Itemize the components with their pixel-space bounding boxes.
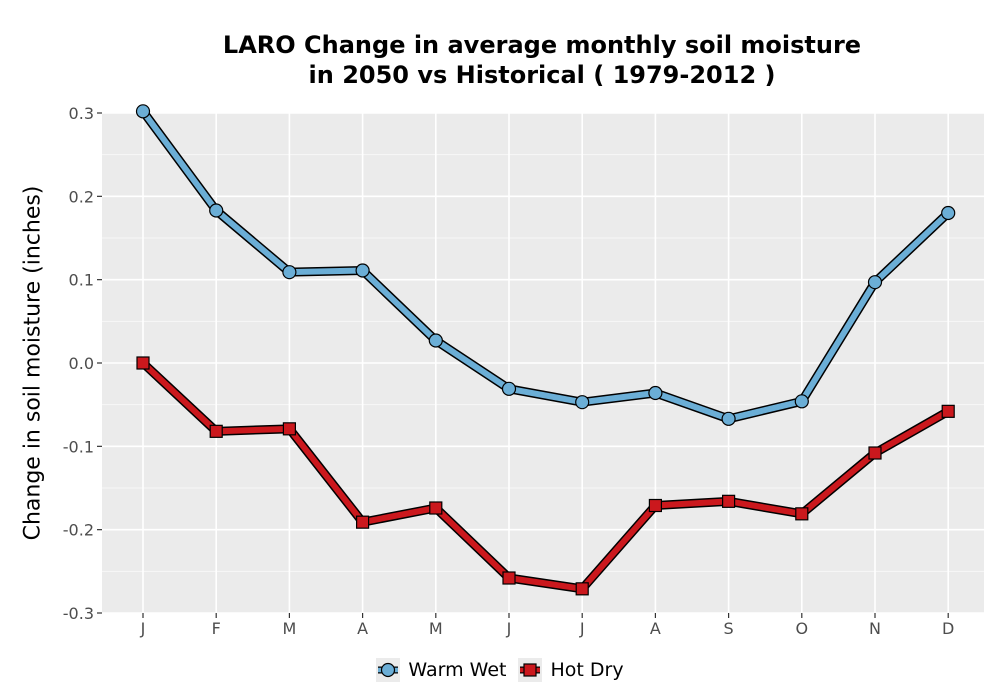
- y-tick-label: 0.3: [69, 104, 94, 123]
- x-tick-label: S: [724, 619, 734, 638]
- legend-label-hot-dry: Hot Dry: [550, 659, 624, 681]
- y-tick-label: -0.2: [63, 521, 94, 540]
- legend: Warm Wet Hot Dry: [0, 658, 1000, 682]
- x-tick-label: J: [140, 619, 146, 638]
- legend-item-warm-wet: Warm Wet: [376, 658, 506, 682]
- legend-marker: [523, 663, 538, 677]
- warm-wet-point: [721, 411, 736, 426]
- chart-title-line-1: LARO Change in average monthly soil mois…: [222, 31, 862, 59]
- hot-dry-point: [941, 404, 955, 418]
- warm-wet-point: [575, 395, 590, 410]
- chart-title: LARO Change in average monthly soil mois…: [100, 30, 984, 90]
- hot-dry-point: [575, 582, 589, 596]
- grid-major: [102, 112, 984, 614]
- x-tick-label: M: [282, 619, 296, 638]
- warm-wet-point: [648, 385, 663, 401]
- legend-swatch-hot-dry: [520, 663, 541, 677]
- x-tick-label: J: [579, 619, 585, 638]
- chart-title-line-2: in 2050 vs Historical ( 1979-2012 ): [308, 61, 776, 89]
- y-tick-label: 0.0: [69, 354, 94, 373]
- hot-dry-point: [429, 501, 443, 515]
- x-tick-label: A: [357, 619, 368, 638]
- legend-key-hot-dry: [518, 658, 543, 682]
- warm-wet-point: [282, 265, 297, 280]
- series-layer: [135, 104, 956, 596]
- warm-wet-point: [428, 333, 443, 348]
- warm-wet-point: [355, 263, 370, 278]
- hot-dry-point: [136, 356, 150, 370]
- x-tick-label: D: [942, 619, 954, 638]
- y-tick-label: 0.1: [69, 271, 94, 290]
- legend-label-warm-wet: Warm Wet: [408, 659, 507, 681]
- warm-wet-line: [140, 108, 952, 422]
- warm-wet-point: [867, 275, 883, 290]
- hot-dry-point: [721, 494, 736, 508]
- axis-layer: -0.3 -0.2 -0.1 0.0 0.1 0.2 0.3 J F M A M J J A S O N D: [63, 104, 955, 638]
- hot-dry-point: [795, 507, 809, 521]
- legend-key-warm-wet: [376, 658, 401, 682]
- hot-dry-point: [648, 498, 663, 513]
- x-tick-label: O: [796, 619, 809, 638]
- x-tick-label: F: [212, 619, 221, 638]
- hot-dry-point: [282, 422, 296, 436]
- warm-wet-point: [135, 104, 151, 119]
- x-tick-label: J: [506, 619, 512, 638]
- x-tick-label: M: [429, 619, 443, 638]
- legend-swatch-warm-wet: [378, 662, 399, 678]
- warm-wet-point: [794, 394, 809, 409]
- y-tick-label: -0.3: [63, 604, 94, 623]
- warm-wet-point: [209, 203, 224, 218]
- hot-dry-line: [140, 360, 952, 592]
- y-tick-label: -0.1: [63, 437, 94, 456]
- legend-marker: [381, 662, 396, 678]
- hot-dry-point: [868, 446, 882, 460]
- y-axis-label: Change in soil moisture (inches): [20, 185, 46, 541]
- y-tick-label: 0.2: [69, 187, 94, 206]
- hot-dry-point: [356, 515, 370, 529]
- warm-wet-point: [941, 205, 956, 221]
- hot-dry-point: [502, 571, 516, 585]
- x-tick-label: N: [869, 619, 881, 638]
- warm-wet-point: [501, 381, 517, 396]
- legend-item-hot-dry: Hot Dry: [518, 658, 624, 682]
- hot-dry-point: [209, 424, 223, 438]
- x-tick-label: A: [650, 619, 661, 638]
